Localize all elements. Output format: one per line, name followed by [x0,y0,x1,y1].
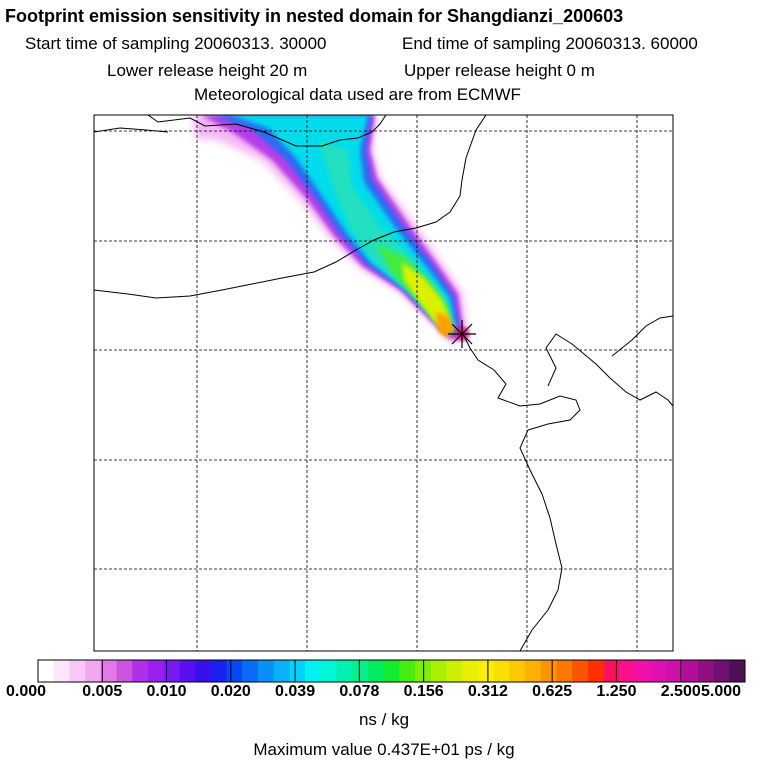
colorbar-cell [53,660,70,682]
colorbar-cell [100,660,118,682]
colorbar-cell [179,660,196,682]
colorbar-cell [477,660,495,682]
colorbar-tick-label: 0.020 [210,683,251,700]
colorbar-cell [603,660,620,682]
colorbar-tick-label: 0.000 [5,683,47,700]
lat-lon-grid [94,115,673,651]
colorbar-tick-label: 0.039 [275,683,316,700]
upper-height-label: Upper release height 0 m [404,61,595,80]
colorbar-tick-label: 5.000 [700,683,742,700]
colorbar-cell [116,660,133,682]
map-frame [93,114,674,652]
colorbar-cell [210,660,228,682]
colorbar-cell [572,660,589,682]
end-time-label: End time of sampling 20060313. 60000 [402,34,698,53]
colorbar-cell [305,660,322,682]
colorbar-tick-label: 0.625 [532,683,573,700]
met-data-label: Meteorological data used are from ECMWF [194,85,521,104]
colorbar-cell [493,660,510,682]
colorbar-tick-label: 0.312 [467,683,508,700]
max-value-label: Maximum value 0.437E+01 ps / kg [253,740,515,759]
colorbar-cell [666,660,683,682]
colorbar-cell [320,660,338,682]
colorbar-tick-label: 0.078 [339,683,380,700]
colorbar-cell [38,660,55,682]
colorbar-cell [462,660,479,682]
page-title: Footprint emission sensitivity in nested… [5,6,624,26]
colorbar-cell [352,660,369,682]
start-time-label: Start time of sampling 20060313. 30000 [25,34,327,53]
colorbar-cell [367,660,385,682]
colorbar-tick-label: 0.005 [82,683,123,700]
colorbar-cell [587,660,605,682]
colorbar-cell [682,660,699,682]
units-label: ns / kg [358,710,410,729]
receptor-star-icon [448,320,476,348]
plume-orange [436,312,456,338]
colorbar-cell [509,660,526,682]
colorbar-cell [525,660,542,682]
colorbar-cell [399,660,416,682]
colorbar-cell [650,660,667,682]
colorbar-cell [242,660,259,682]
colorbar-cell [430,660,447,682]
colorbar-cell [729,660,746,682]
colorbar-cell [713,660,730,682]
lower-height-label: Lower release height 20 m [107,61,308,80]
colorbar-tick-label: 0.010 [146,683,187,700]
colorbar-cell [226,660,243,682]
colorbar-cell [257,660,275,682]
colorbar-tick-label: 0.156 [403,683,444,700]
colorbar-cell [446,660,463,682]
colorbar-cell [289,660,306,682]
colorbar-cell [132,660,149,682]
colorbar-cell [85,660,102,682]
colorbar-cell [540,660,557,682]
colorbar-cell [336,660,353,682]
plume-layer [94,115,673,651]
coastlines [94,115,673,651]
colorbar-cell [163,660,180,682]
colorbar-cell [273,660,290,682]
colorbar-cell [635,660,652,682]
colorbar-cell [619,660,636,682]
colorbar-tick-label: 1.250 [596,683,637,700]
colorbar-cell [697,660,715,682]
colorbar-cell [383,660,400,682]
colorbar-cell [556,660,573,682]
colorbar-cell [147,660,165,682]
colorbar-cell [195,660,212,682]
colorbar-cell [69,660,86,682]
colorbar-tick-label: 2.500 [660,683,701,700]
